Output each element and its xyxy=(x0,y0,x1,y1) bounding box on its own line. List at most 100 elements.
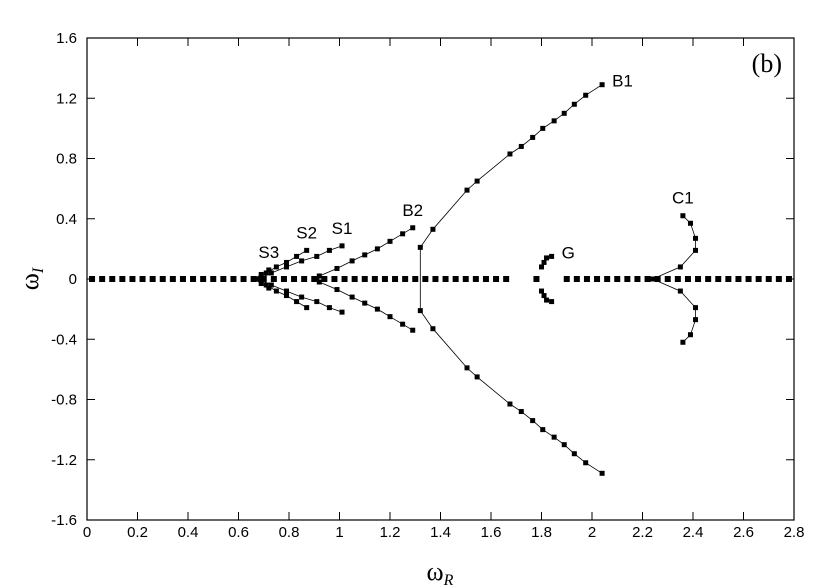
eigenvalue-marker xyxy=(291,276,298,282)
y-axis-label-sub: I xyxy=(30,267,47,274)
x-tick-label: 1.8 xyxy=(531,524,552,541)
branch-label: S1 xyxy=(332,219,353,238)
eigenvalue-marker xyxy=(410,327,416,333)
branch-label: S2 xyxy=(296,223,317,242)
x-tick-label: 1 xyxy=(335,524,343,541)
eigenvalue-marker xyxy=(533,276,540,282)
eigenvalue-marker xyxy=(503,276,510,282)
x-tick-label: 2 xyxy=(588,524,596,541)
eigenvalue-marker xyxy=(462,276,469,282)
x-tick-label: 2.8 xyxy=(784,524,805,541)
eigenvalue-marker xyxy=(541,259,547,265)
x-axis-label-main: ω xyxy=(427,557,444,586)
branch-label: B2 xyxy=(402,201,423,220)
eigenvalue-marker xyxy=(326,305,332,311)
eigenvalue-marker xyxy=(474,178,480,184)
eigenvalue-marker xyxy=(507,151,513,157)
eigenvalue-marker xyxy=(400,231,406,237)
eigenvalue-marker xyxy=(129,276,136,282)
eigenvalue-marker xyxy=(422,276,429,282)
eigenvalue-marker xyxy=(334,287,340,293)
eigenvalue-marker xyxy=(541,293,547,299)
eigenvalue-marker xyxy=(190,276,197,282)
eigenvalue-marker xyxy=(349,258,355,264)
eigenvalue-marker xyxy=(339,243,345,249)
eigenvalue-marker xyxy=(304,305,310,311)
eigenvalue-marker xyxy=(551,434,557,440)
eigenvalue-marker xyxy=(573,276,580,282)
eigenvalue-marker xyxy=(268,282,274,288)
y-tick-label: -0.8 xyxy=(51,392,77,409)
x-tick-label: 1.2 xyxy=(380,524,401,541)
eigenvalue-marker xyxy=(334,265,340,271)
eigenvalue-marker xyxy=(260,276,267,282)
eigenvalue-marker xyxy=(200,276,207,282)
eigenvalue-marker xyxy=(571,101,577,107)
branch-label: G xyxy=(562,243,575,262)
eigenvalue-marker xyxy=(412,276,419,282)
eigenvalue-marker xyxy=(654,276,661,282)
branch-label: C1 xyxy=(672,189,694,208)
eigenvalue-marker xyxy=(539,264,544,270)
x-tick-label: 0.4 xyxy=(178,524,199,541)
eigenvalue-marker xyxy=(266,285,272,291)
eigenvalue-marker xyxy=(314,253,320,259)
eigenvalue-marker xyxy=(263,282,269,288)
eigenvalue-marker xyxy=(299,258,305,264)
eigenvalue-marker xyxy=(301,276,308,282)
eigenvalue-marker xyxy=(326,247,332,253)
eigenvalue-marker xyxy=(268,270,274,276)
eigenvalue-marker xyxy=(311,276,318,282)
y-tick-label: 0.4 xyxy=(56,211,77,228)
eigenvalue-marker xyxy=(109,276,116,282)
eigenvalue-marker xyxy=(693,317,699,323)
eigenvalue-marker xyxy=(464,187,470,193)
eigenvalue-marker xyxy=(680,339,686,345)
eigenvalue-marker xyxy=(283,264,289,270)
eigenvalue-marker xyxy=(432,276,439,282)
x-tick-label: 2.6 xyxy=(733,524,754,541)
eigenvalue-marker xyxy=(374,246,380,252)
eigenvalue-marker xyxy=(339,309,345,315)
eigenvalue-marker xyxy=(349,294,355,300)
eigenvalue-marker xyxy=(351,276,358,282)
eigenvalue-marker xyxy=(650,276,656,282)
eigenvalue-marker xyxy=(294,299,300,305)
branch-label: S3 xyxy=(258,243,279,262)
eigenvalue-marker xyxy=(294,253,300,259)
eigenvalue-marker xyxy=(392,276,399,282)
eigenvalue-marker xyxy=(594,276,601,282)
eigenvalue-marker xyxy=(361,276,368,282)
eigenvalue-marker xyxy=(472,276,479,282)
eigenvalue-marker xyxy=(624,276,631,282)
eigenvalue-marker xyxy=(571,451,577,457)
eigenvalue-marker xyxy=(273,288,279,294)
eigenvalue-marker xyxy=(775,276,782,282)
y-axis-label-main: ω xyxy=(15,273,44,290)
eigenvalue-marker xyxy=(544,297,550,303)
eigenvalue-marker xyxy=(341,276,348,282)
eigenvalue-marker xyxy=(518,143,524,149)
eigenvalue-marker xyxy=(705,276,712,282)
x-tick-label: 0.8 xyxy=(279,524,300,541)
eigenvalue-marker xyxy=(530,134,536,140)
eigenvalue-marker xyxy=(387,238,393,244)
eigenvalue-marker xyxy=(273,264,279,270)
eigenvalue-marker xyxy=(159,276,166,282)
eigenvalue-marker xyxy=(280,276,287,282)
eigenvalue-marker xyxy=(258,271,264,277)
eigenvalue-marker xyxy=(299,294,305,300)
eigenvalue-marker xyxy=(99,276,106,282)
eigenvalue-marker xyxy=(430,326,436,332)
y-tick-label: 0.8 xyxy=(56,151,77,168)
eigenvalue-marker xyxy=(474,374,480,380)
eigenvalue-marker xyxy=(680,213,686,219)
eigenvalue-marker xyxy=(674,276,681,282)
x-tick-label: 2.2 xyxy=(632,524,653,541)
eigenvalue-marker xyxy=(530,418,536,424)
y-axis-label: ωI xyxy=(15,267,47,290)
branch-label: B1 xyxy=(612,72,633,91)
eigenvalue-marker xyxy=(687,220,693,226)
panel-label: (b) xyxy=(752,49,782,78)
